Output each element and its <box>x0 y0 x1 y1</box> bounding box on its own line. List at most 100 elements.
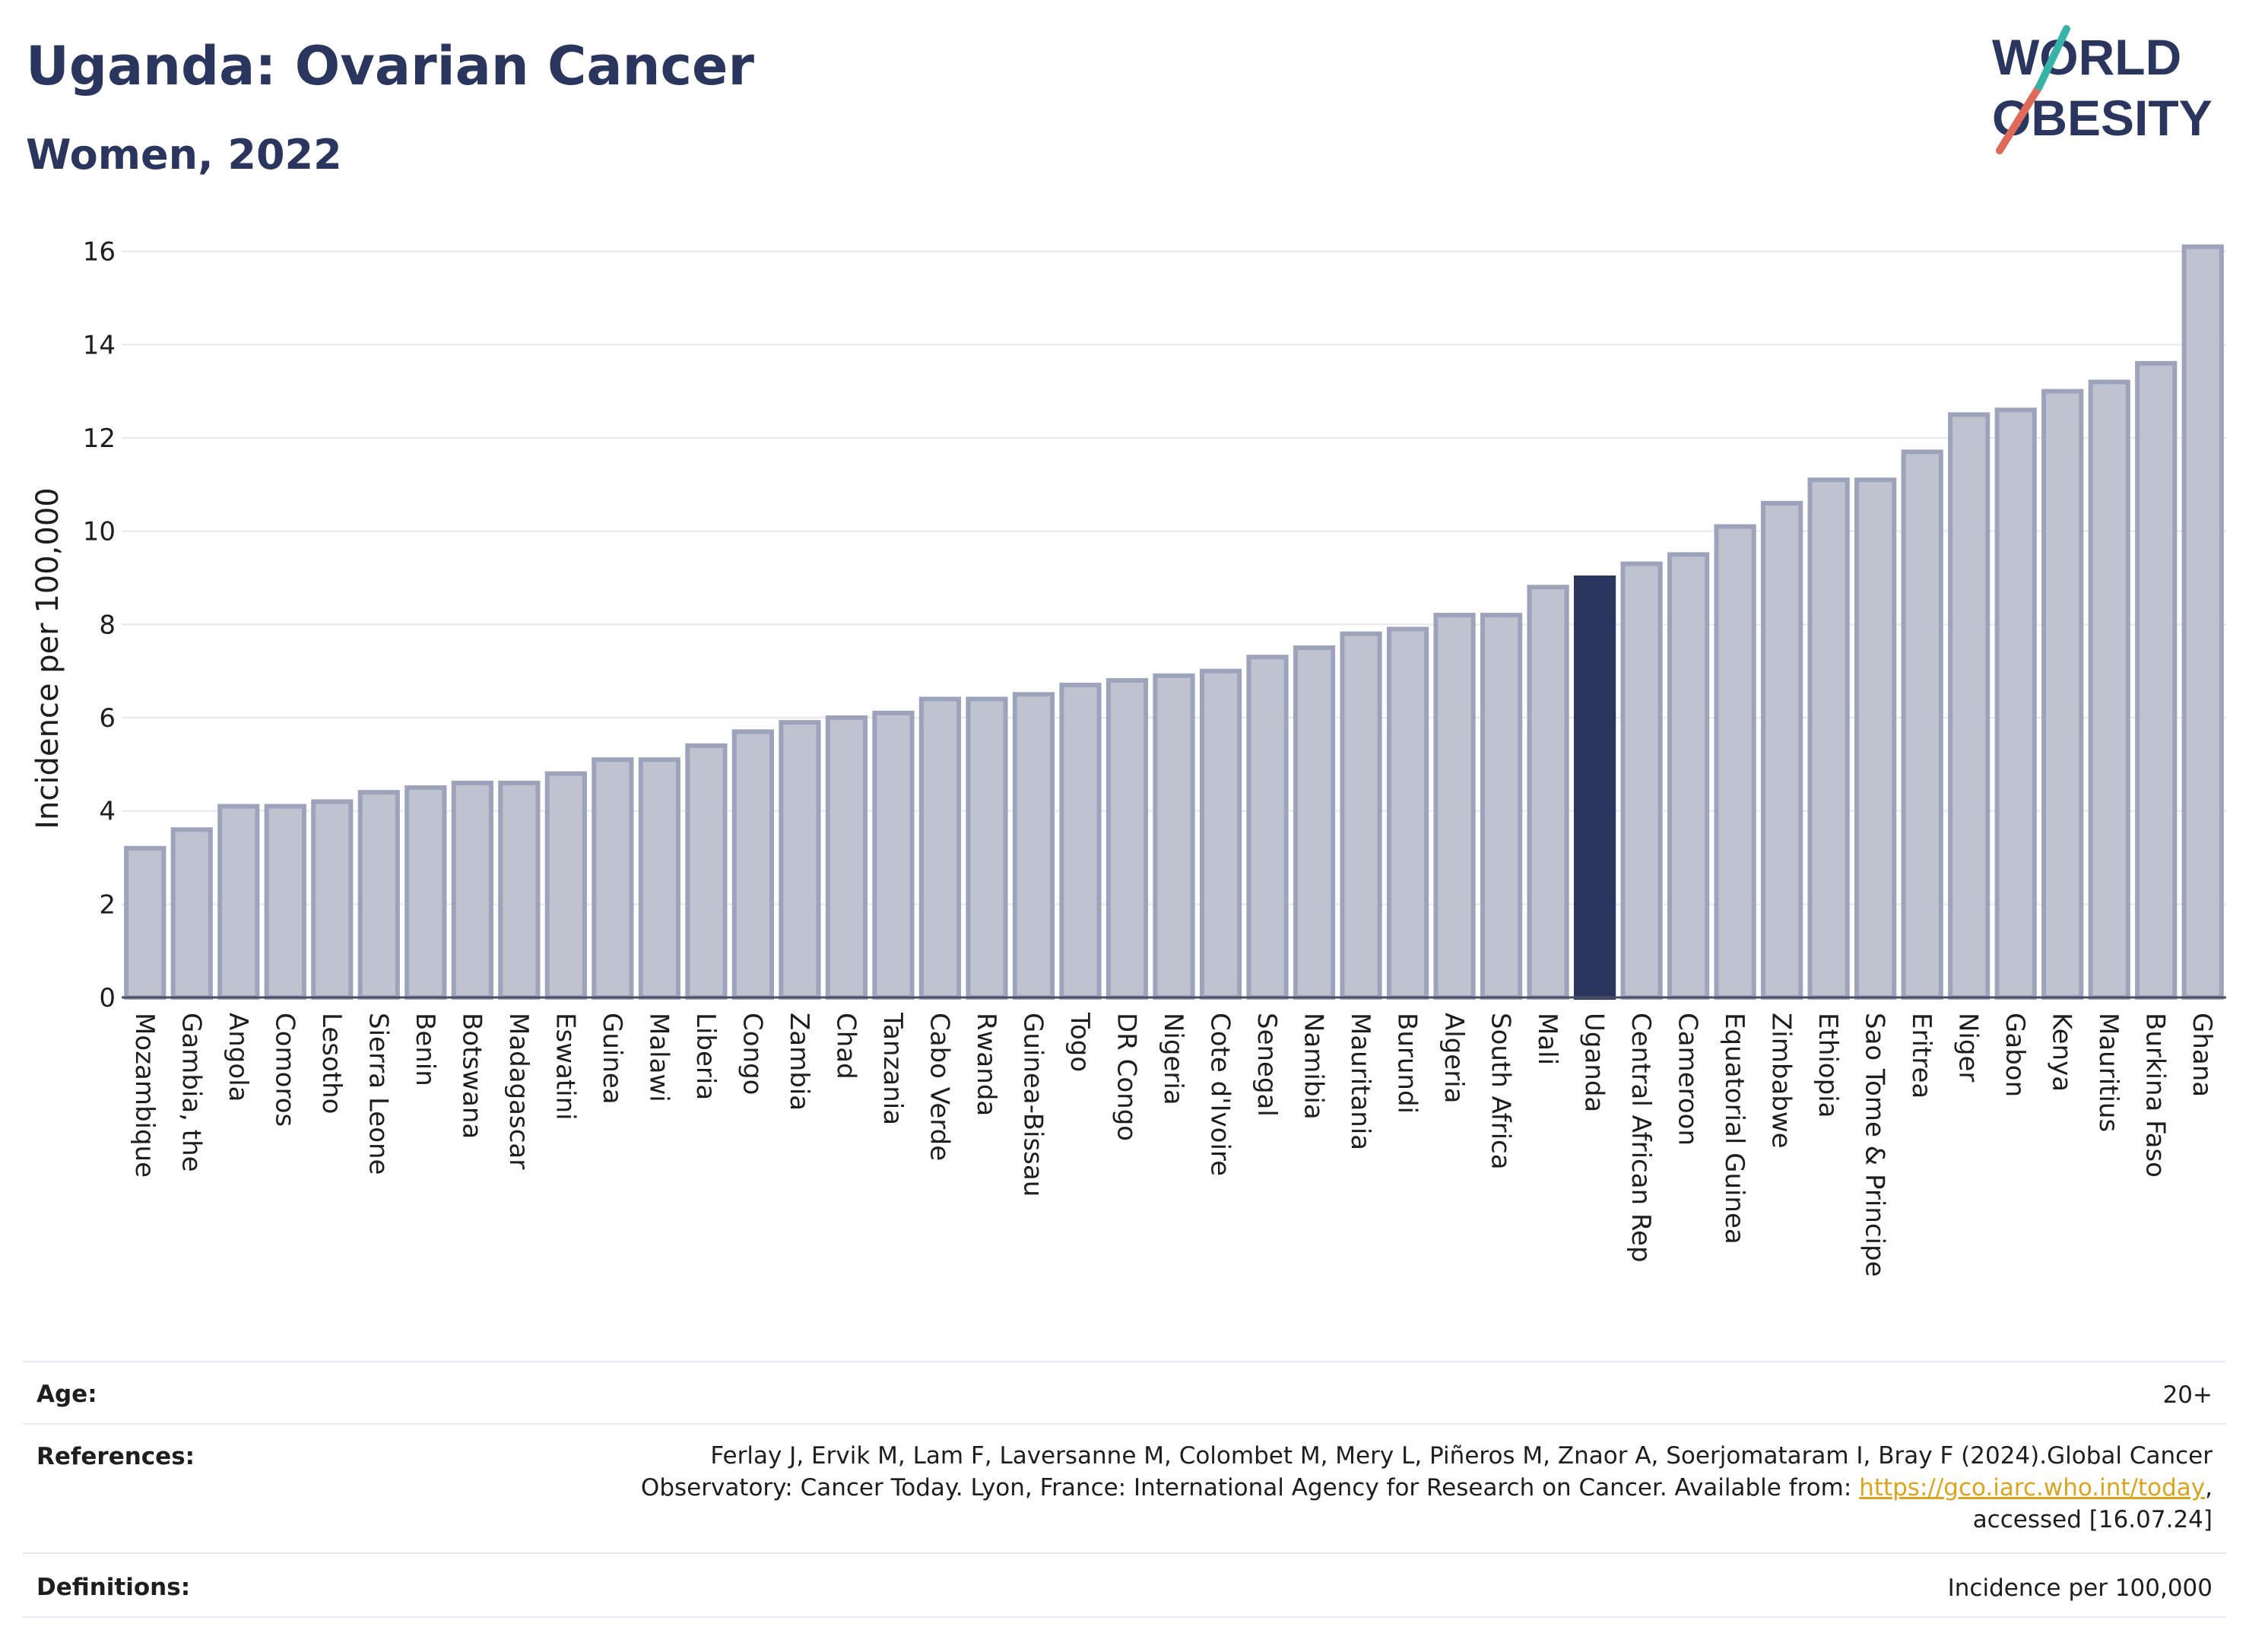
x-tick-label: Liberia <box>690 1013 721 1100</box>
x-tick-label: Comoros <box>269 1013 300 1127</box>
bar-kenya <box>2041 388 2084 1000</box>
age-label: Age: <box>36 1381 97 1408</box>
bar-guinea <box>592 757 634 1000</box>
x-tick-label: Burundi <box>1392 1013 1423 1114</box>
references-line2-post: , <box>2205 1474 2213 1501</box>
y-tick-label: 12 <box>83 423 116 454</box>
bar-eritrea <box>1901 449 1943 1000</box>
age-value: 20+ <box>2162 1381 2213 1409</box>
x-tick-label: Ethiopia <box>1813 1013 1843 1118</box>
bar-comoros <box>264 804 306 1000</box>
bar-madagascar <box>498 780 541 1000</box>
references-text: Ferlay J, Ervik M, Lam F, Laversanne M, … <box>641 1440 2213 1536</box>
bar-angola <box>217 804 260 1000</box>
x-tick-label: Gabon <box>2000 1013 2030 1097</box>
x-tick-label: Mozambique <box>129 1013 160 1178</box>
page-title: Uganda: Ovarian Cancer <box>26 35 754 97</box>
x-tick-labels: Mozambique Gambia, the Angola Comoros Lesoth… <box>129 1012 2217 1277</box>
logo-line1: WORLD <box>1992 29 2181 85</box>
x-tick-label: Mali <box>1532 1013 1562 1065</box>
bar-gabon <box>1994 407 2037 1000</box>
bar-mauritania <box>1340 631 1382 1000</box>
bar-dr-congo <box>1105 677 1149 1000</box>
x-tick-label: Chad <box>830 1013 861 1080</box>
x-tick-label: South Africa <box>1486 1013 1516 1170</box>
x-tick-label: Malawi <box>643 1013 674 1102</box>
x-tick-label: Lesotho <box>316 1013 347 1114</box>
bar-south-africa <box>1480 613 1523 1000</box>
references-label: References: <box>36 1443 195 1470</box>
x-tick-label: Zimbabwe <box>1766 1013 1797 1149</box>
x-tick-label: Tanzania <box>877 1012 908 1125</box>
bar-niger <box>1948 412 1990 1000</box>
bar-congo <box>731 729 775 1000</box>
bar-botswana <box>451 780 493 1000</box>
references-link[interactable]: https://gco.iarc.who.int/today <box>1859 1474 2206 1501</box>
bar-rwanda <box>966 696 1008 1000</box>
bar-cote-d-ivoire <box>1199 668 1242 1000</box>
bar-equatorial-guinea <box>1714 524 1756 1000</box>
x-tick-label: Gambia, the <box>176 1013 206 1172</box>
bar-togo <box>1059 683 1102 1000</box>
bar-zambia <box>779 720 821 1000</box>
x-tick-label: Uganda <box>1579 1013 1610 1112</box>
y-tick-label: 8 <box>99 610 116 640</box>
y-tick-label: 16 <box>83 237 116 268</box>
x-tick-label: Rwanda <box>971 1013 1001 1116</box>
y-tick-label: 0 <box>99 983 116 1013</box>
x-tick-label: Namibia <box>1299 1013 1329 1120</box>
bar-cabo-verde <box>918 696 962 1000</box>
bar-burkina-faso <box>2135 360 2178 1000</box>
x-tick-label: Botswana <box>456 1013 487 1139</box>
x-tick-label: Burkina Faso <box>2140 1013 2171 1178</box>
x-tick-label: Eswatini <box>550 1013 580 1121</box>
bar-ethiopia <box>1807 477 1850 1000</box>
references-line1: Ferlay J, Ervik M, Lam F, Laversanne M, … <box>710 1442 2213 1470</box>
bar-mauritius <box>2088 379 2130 1000</box>
x-tick-label: Niger <box>1953 1013 1984 1082</box>
x-tick-label: Sao Tome & Principe <box>1860 1013 1890 1277</box>
logo-slash-red <box>1996 83 2043 154</box>
page-subtitle: Women, 2022 <box>26 131 342 179</box>
x-tick-label: Nigeria <box>1158 1013 1188 1105</box>
x-tick-label: Guinea <box>597 1013 627 1105</box>
x-tick-label: Guinea-Bissau <box>1017 1013 1048 1197</box>
bar-senegal <box>1246 655 1289 1000</box>
bar-nigeria <box>1153 673 1195 1000</box>
bar-mali <box>1527 585 1569 1000</box>
x-tick-label: Central African Rep <box>1626 1013 1656 1263</box>
x-tick-label: Cote d'Ivoire <box>1205 1013 1236 1176</box>
x-tick-label: Mauritania <box>1345 1013 1375 1150</box>
definitions-value: Incidence per 100,000 <box>1947 1574 2213 1602</box>
bar-eswatini <box>544 771 587 1000</box>
x-tick-label: Algeria <box>1439 1013 1469 1103</box>
bar-namibia <box>1293 645 1336 1000</box>
x-tick-label: Mauritius <box>2093 1013 2124 1132</box>
x-tick-label: Benin <box>410 1013 440 1086</box>
x-tick-label: Kenya <box>2047 1013 2077 1092</box>
bar-mozambique <box>124 845 167 1000</box>
x-tick-label: DR Congo <box>1111 1013 1141 1141</box>
bar-algeria <box>1433 613 1476 1000</box>
references-line2: Observatory: Cancer Today. Lyon, France:… <box>641 1472 2213 1504</box>
references-line3: accessed [16.07.24] <box>1972 1506 2213 1533</box>
bar-zimbabwe <box>1761 500 1803 1000</box>
bar-malawi <box>638 757 680 1000</box>
bar-central-african-rep <box>1620 561 1663 1000</box>
bar-tanzania <box>872 710 915 1000</box>
definitions-label: Definitions: <box>36 1574 191 1601</box>
x-tick-label: Sierra Leone <box>363 1013 393 1175</box>
y-tick-label: 6 <box>99 703 116 734</box>
world-obesity-logo: WORLD OBESITY <box>1992 25 2213 154</box>
x-tick-label: Cameroon <box>1673 1013 1703 1146</box>
bar-gambia-the <box>170 827 213 1000</box>
definitions-row: Definitions: Incidence per 100,000 <box>23 1552 2226 1618</box>
x-tick-label: Senegal <box>1251 1013 1282 1117</box>
y-axis-label: Incidence per 100,000 <box>30 487 65 829</box>
bar-benin <box>404 785 447 1000</box>
x-tick-label: Togo <box>1064 1012 1095 1072</box>
bar-cameroon <box>1667 552 1710 1000</box>
x-tick-label: Zambia <box>784 1013 814 1111</box>
y-tick-label: 14 <box>83 330 116 360</box>
bar-chart: 0 2 4 6 8 10 12 14 16 Mozambique Gambia, the Angol… <box>30 237 2226 1277</box>
